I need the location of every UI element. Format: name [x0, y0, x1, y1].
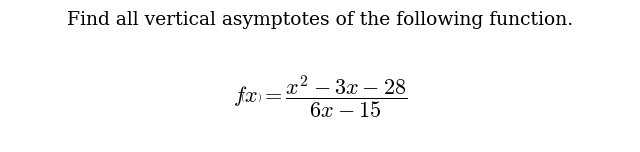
Text: Find all vertical asymptotes of the following function.: Find all vertical asymptotes of the foll… — [67, 11, 573, 29]
Text: $f\!\left(x\right) = \dfrac{x^2 - 3x - 28}{6x - 15}$: $f\!\left(x\right) = \dfrac{x^2 - 3x - 2… — [233, 73, 407, 120]
